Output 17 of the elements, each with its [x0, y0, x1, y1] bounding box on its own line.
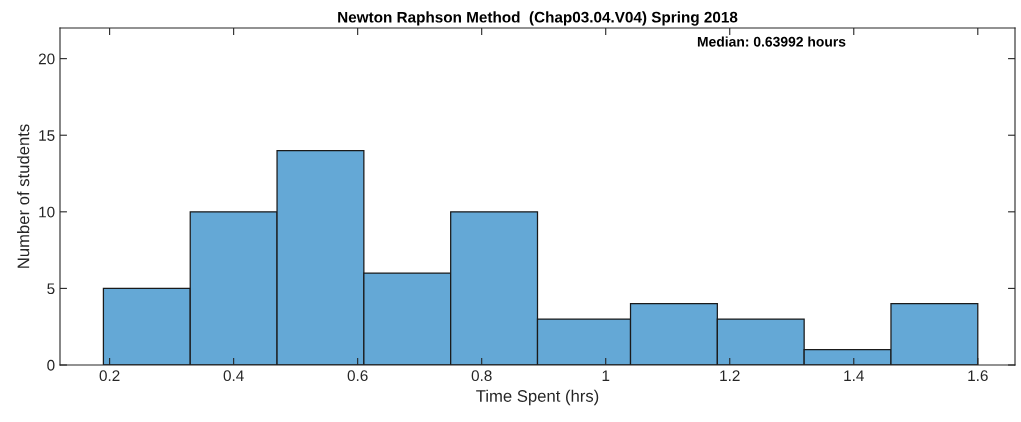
y-tick-label: 15 — [39, 130, 55, 141]
y-tick-label: 20 — [38, 53, 55, 65]
x-tick-label: 1.2 — [720, 370, 740, 381]
y-axis-title: Number of students — [17, 124, 30, 268]
x-tick-label: 1.6 — [968, 370, 988, 382]
y-tick-label: 5 — [47, 283, 55, 295]
x-tick-label: 0.2 — [99, 370, 120, 382]
annotation: Median: 0.63992 hours — [697, 36, 846, 47]
x-tick-label: 0.4 — [223, 370, 244, 382]
x-tick-label: 0.8 — [471, 370, 492, 382]
chart-title: Newton Raphson Method (Chap03.04.V04) Spring 2018 — [338, 11, 738, 26]
x-tick-label: 0.6 — [347, 370, 368, 382]
y-tick-label: 0 — [47, 359, 55, 371]
x-tick-label: 1.4 — [844, 370, 864, 381]
y-tick-label: 10 — [39, 206, 55, 218]
x-tick-label: 1 — [602, 370, 610, 381]
x-axis-title: Time Spent (hrs) — [476, 389, 599, 406]
